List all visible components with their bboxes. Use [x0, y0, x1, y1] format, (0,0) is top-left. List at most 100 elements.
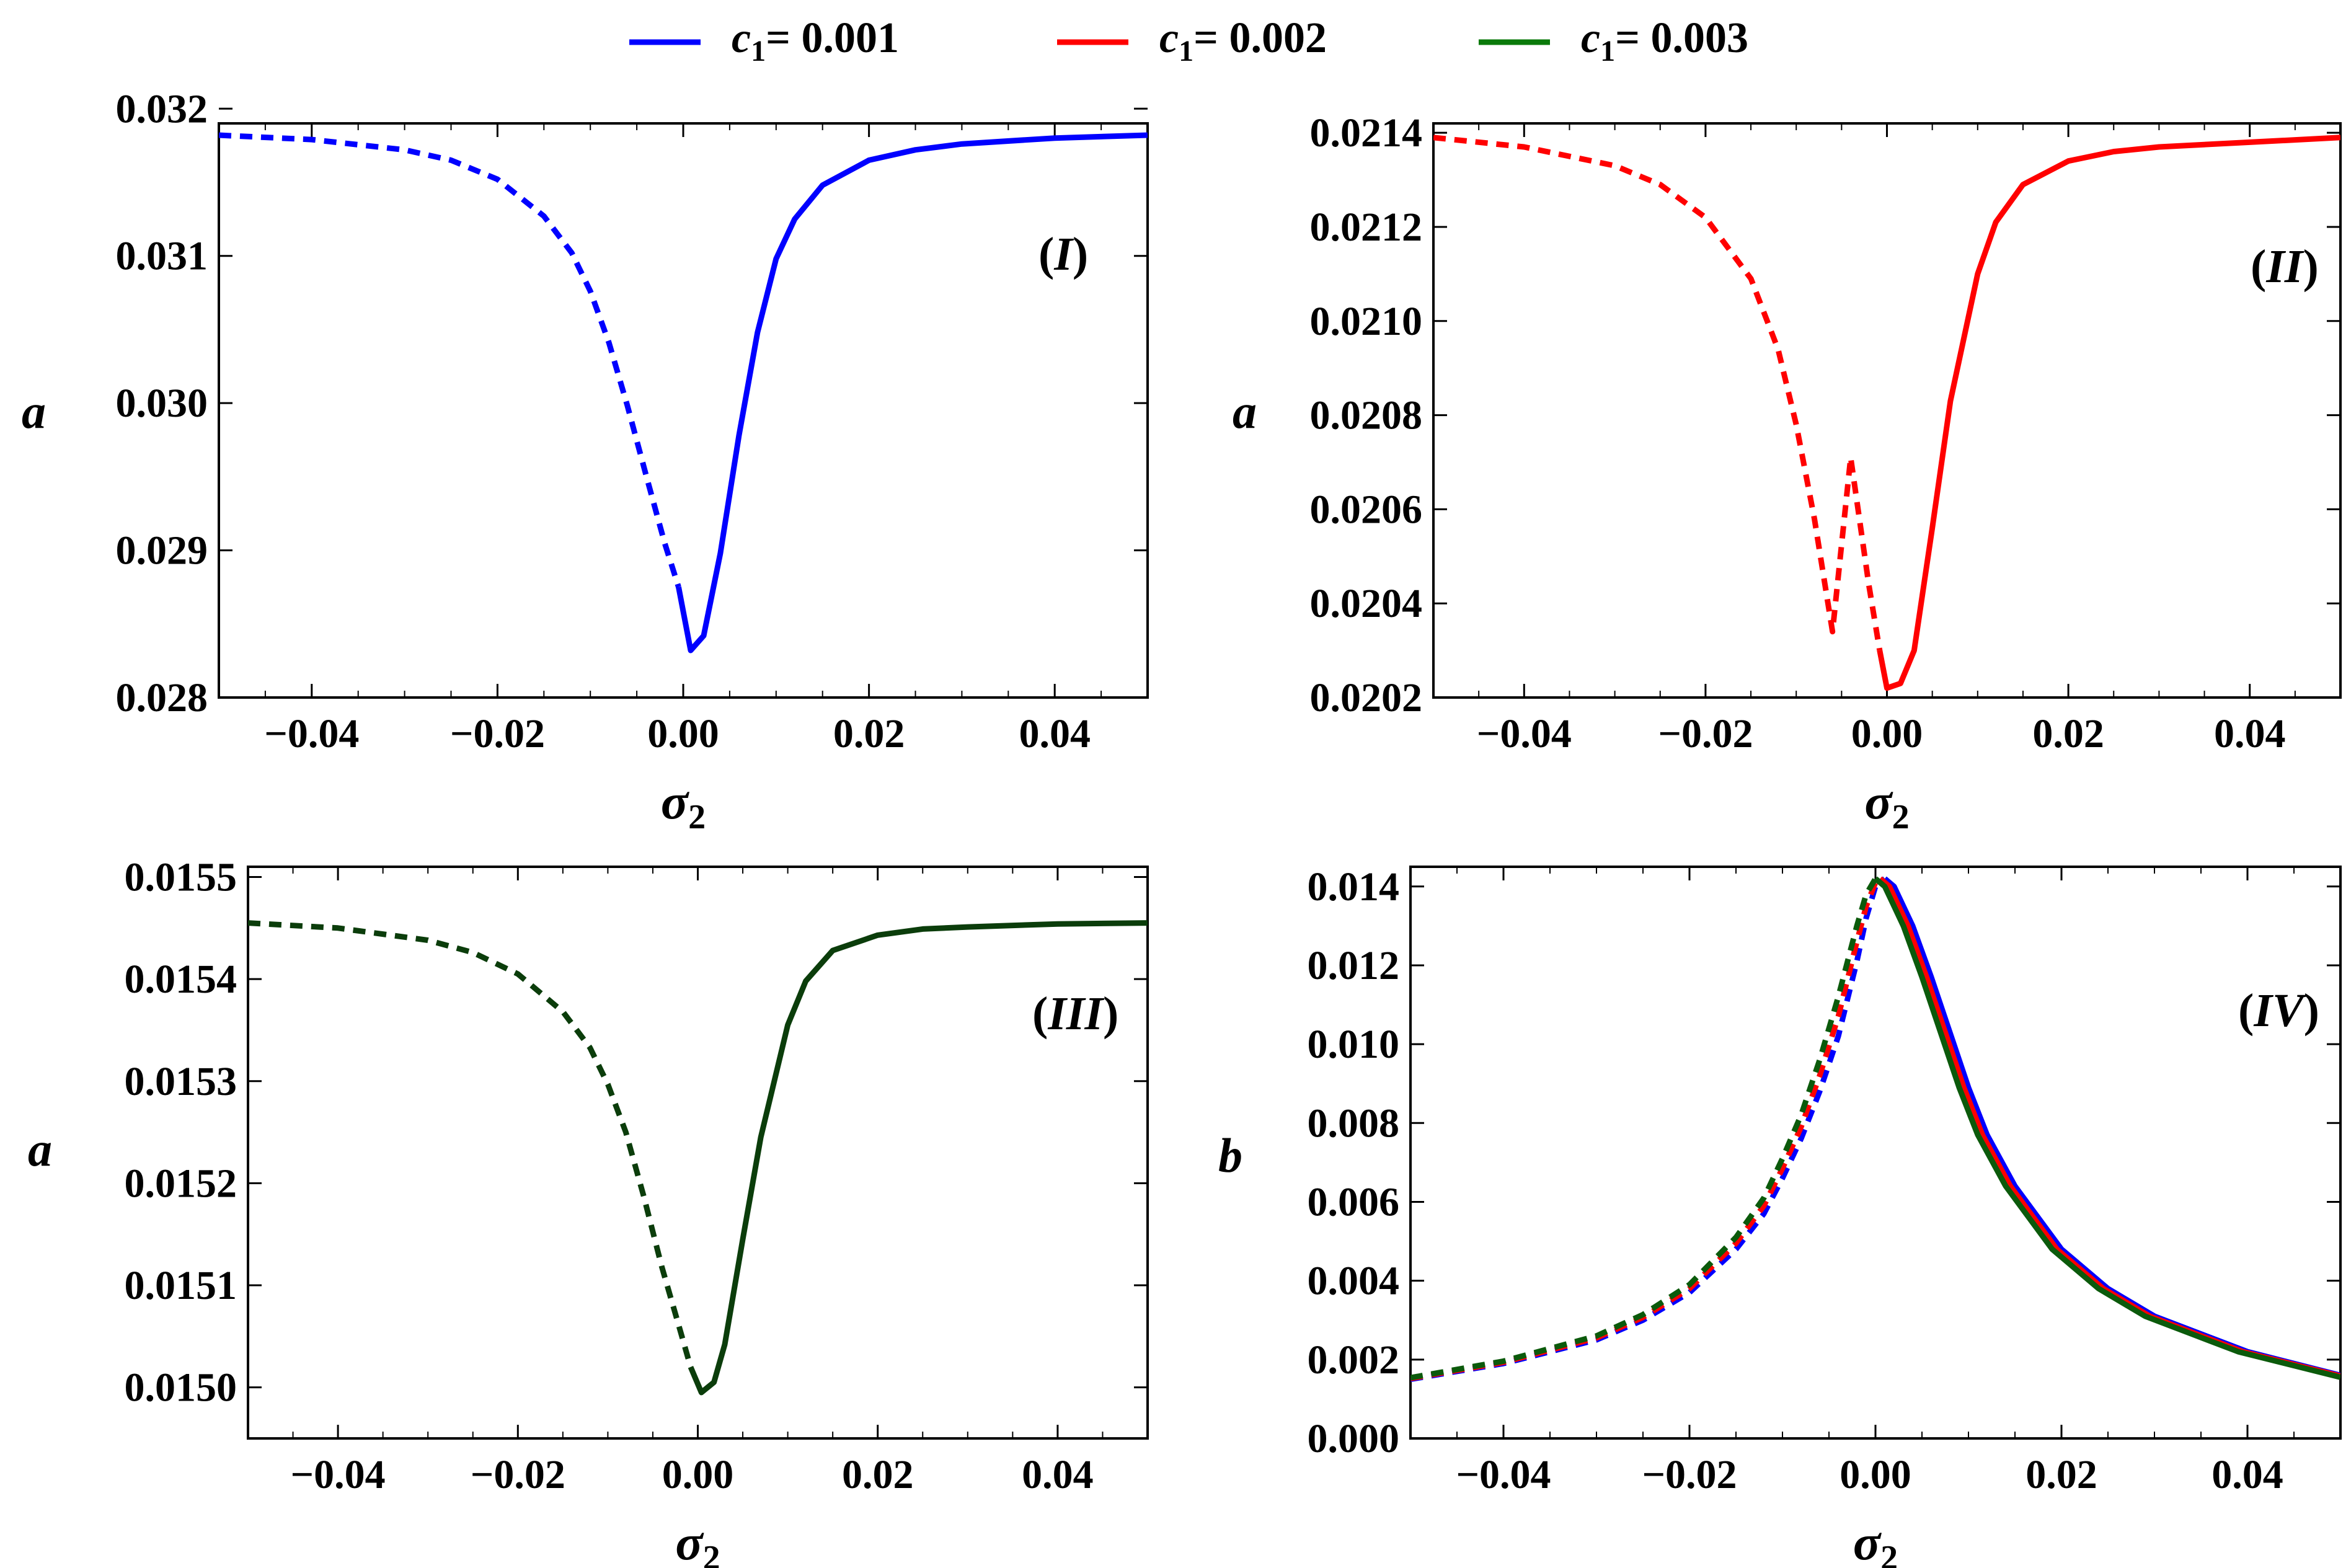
x-axis-label: σ2: [1853, 1514, 1898, 1568]
x-axis-subscript: 2: [688, 798, 706, 836]
y-tick-label: 0.002: [1308, 1337, 1400, 1383]
y-tick-label: 0.0155: [125, 854, 237, 900]
legend-symbol: c: [1581, 14, 1600, 62]
x-axis-symbol: σ: [675, 1514, 704, 1568]
legend-subscript: 1: [1600, 35, 1615, 68]
series-line-solid: [676, 132, 1148, 653]
y-tick-label: 0.0208: [1310, 393, 1423, 438]
x-tick-label: 0.00: [647, 711, 719, 756]
x-tick-label: 0.02: [842, 1452, 914, 1497]
panel-label-numeral: III: [1047, 988, 1104, 1040]
panel-IV: −0.04 −0.02 0.00 0.02 0.04 0.000 0.002 0.004 0.0…: [1218, 864, 2342, 1568]
x-tick-label: −0.02: [1642, 1452, 1737, 1497]
x-tick-label: −0.04: [1477, 711, 1572, 756]
y-tick-label: 0.0154: [125, 957, 237, 1002]
y-axis-label: a: [28, 1122, 52, 1176]
y-tick-label: 0.006: [1308, 1179, 1400, 1225]
series-line-solid: [1877, 135, 2340, 691]
panel-I: −0.04 −0.02 0.00 0.02 0.04 0.028 0.029 0.030 0.0…: [22, 86, 1149, 836]
y-axis-label: a: [1233, 384, 1257, 438]
legend-entry: c1= 0.003: [1479, 14, 1748, 68]
legend-label: c1= 0.003: [1581, 14, 1748, 68]
x-tick-label: 0.00: [662, 1452, 734, 1497]
series-line-dashed: [1410, 877, 1878, 1381]
legend-subscript: 1: [751, 35, 766, 68]
y-tick-label: 0.0152: [125, 1161, 237, 1206]
legend-entry: c1= 0.002: [1057, 14, 1327, 68]
series-group: [219, 132, 1148, 653]
series-line-dashed: [1410, 876, 1882, 1381]
panel-label-numeral: II: [2265, 241, 2305, 293]
x-tick-label: 0.04: [2214, 711, 2286, 756]
y-axis-label: b: [1218, 1128, 1242, 1182]
x-tick-label: 0.04: [1019, 711, 1091, 756]
y-tick-label: 0.0202: [1310, 675, 1423, 720]
x-tick-label: −0.04: [291, 1452, 386, 1497]
legend-value: = 0.002: [1193, 14, 1327, 62]
x-tick-label: −0.02: [450, 711, 545, 756]
y-tick-label: 0.0212: [1310, 205, 1423, 250]
y-tick-label: 0.008: [1308, 1101, 1400, 1146]
legend-symbol: c: [732, 14, 751, 62]
panel-label: (III): [1032, 988, 1118, 1040]
x-axis-symbol: σ: [1864, 773, 1893, 830]
y-tick-label: 0.012: [1308, 943, 1400, 988]
y-tick-label: 0.010: [1308, 1022, 1400, 1067]
legend-symbol: c: [1159, 14, 1179, 62]
panel-label: (II): [2251, 241, 2319, 293]
panel-II: −0.04 −0.02 0.00 0.02 0.04 0.0202 0.0204 0.0206…: [1233, 110, 2342, 836]
x-tick-label: −0.02: [1658, 711, 1753, 756]
y-tick-label: 0.0214: [1310, 110, 1423, 156]
x-tick-label: 0.00: [1851, 711, 1923, 756]
y-tick-label: 0.031: [116, 234, 208, 279]
x-axis-subscript: 2: [1880, 1539, 1898, 1568]
x-tick-label: −0.04: [264, 711, 359, 756]
panel-III: −0.04 −0.02 0.00 0.02 0.04 0.0150 0.0151 0.0152…: [28, 854, 1149, 1568]
y-tick-label: 0.000: [1308, 1416, 1400, 1461]
y-tick-label: 0.030: [116, 381, 208, 426]
x-tick-label: −0.02: [471, 1452, 565, 1497]
legend-value: = 0.001: [766, 14, 899, 62]
series-line-solid: [1874, 876, 2340, 1380]
x-axis-subscript: 2: [1892, 798, 1910, 836]
x-tick-label: 0.02: [833, 711, 905, 756]
legend-label: c1= 0.002: [1159, 14, 1327, 68]
series-line-dashed: [248, 920, 694, 1368]
y-axis-label: a: [22, 384, 46, 438]
plot-frame: [1409, 866, 2342, 1440]
x-axis-symbol: σ: [1853, 1514, 1882, 1568]
series-line-dashed: [1410, 876, 1887, 1383]
panel-label: (I): [1038, 228, 1088, 280]
y-tick-label: 0.0204: [1310, 581, 1423, 626]
y-tick-label: 0.0153: [125, 1059, 237, 1104]
series-group: [1433, 135, 2340, 691]
panel-label-numeral: I: [1053, 228, 1074, 280]
y-tick-label: 0.0150: [125, 1365, 237, 1411]
y-tick-label: 0.029: [116, 528, 208, 574]
panels: −0.04 −0.02 0.00 0.02 0.04 0.028 0.029 0.030 0.0…: [22, 86, 2342, 1568]
series-line-dashed: [1433, 135, 1883, 651]
x-axis-subscript: 2: [703, 1539, 720, 1568]
x-axis-symbol: σ: [661, 773, 690, 830]
legend-value: = 0.003: [1615, 14, 1748, 62]
panel-label-numeral: IV: [2253, 985, 2307, 1037]
series-line-dashed: [219, 132, 681, 588]
x-tick-label: 0.04: [1022, 1452, 1094, 1497]
y-tick-label: 0.0206: [1310, 487, 1423, 532]
x-tick-label: 0.02: [2026, 1452, 2097, 1497]
legend: c1= 0.001 c1= 0.002 c1= 0.003: [629, 14, 1748, 68]
x-axis-label: σ2: [661, 773, 706, 836]
plot-frame: [247, 866, 1149, 1440]
legend-entry: c1= 0.001: [629, 14, 899, 68]
y-tick-label: 0.028: [116, 675, 208, 720]
x-tick-label: 0.04: [2212, 1452, 2283, 1497]
legend-subscript: 1: [1179, 35, 1193, 68]
y-tick-label: 0.0210: [1310, 299, 1423, 344]
series-line-solid: [1878, 876, 2340, 1379]
x-axis-label: σ2: [1864, 773, 1909, 836]
y-tick-label: 0.032: [116, 86, 208, 131]
y-tick-label: 0.004: [1308, 1259, 1400, 1304]
x-tick-label: 0.00: [1840, 1452, 1911, 1497]
series-line-solid: [688, 920, 1148, 1396]
